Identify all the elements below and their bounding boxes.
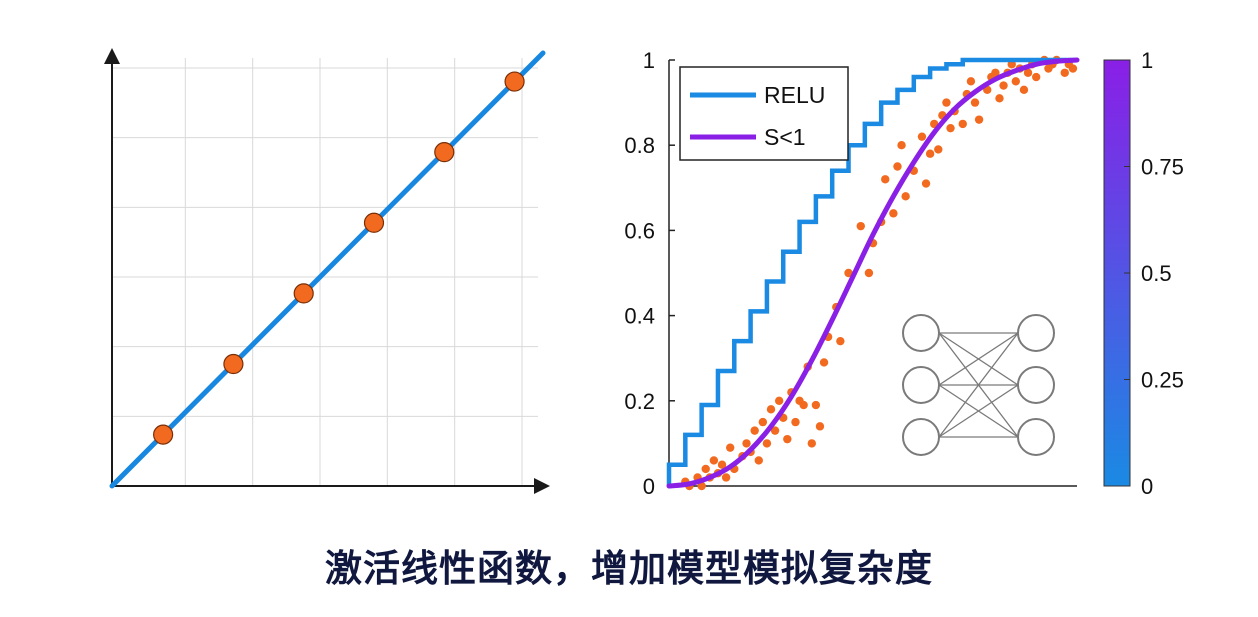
legend-label-sigmoid: S<1: [764, 124, 806, 150]
scatter-point: [762, 439, 772, 448]
scatter-point: [1011, 77, 1020, 86]
legend: RELU S<1: [679, 66, 849, 161]
scatter-point: [991, 68, 1000, 77]
y-tick-label: 0: [643, 474, 655, 499]
scatter-point: [770, 426, 780, 435]
network-input-node: [902, 418, 940, 456]
scatter-point: [925, 149, 935, 158]
colorbar: 0 0.25 0.5 0.75 1: [1103, 48, 1184, 499]
scatter-point: [966, 77, 976, 86]
network-output-node: [1017, 314, 1055, 352]
scatter-points: [681, 55, 1078, 491]
data-point: [223, 353, 244, 375]
scatter-point: [717, 460, 727, 469]
sigmoid-curve: [666, 57, 1080, 489]
scatter-point: [742, 439, 751, 448]
colorbar-tick-label: 0.5: [1141, 261, 1172, 286]
legend-label-relu: RELU: [764, 82, 825, 108]
scatter-point: [774, 396, 784, 405]
scatter-point: [697, 481, 706, 491]
scatter-point: [1068, 64, 1078, 73]
scatter-point: [970, 98, 980, 107]
scatter-point: [958, 119, 967, 129]
left-chart-grid: [112, 58, 538, 486]
scatter-point: [750, 426, 759, 435]
scatter-point: [807, 439, 816, 448]
legend-box: [679, 66, 849, 161]
caption: 激活线性函数，增加模型模拟复杂度: [325, 547, 933, 590]
scatter-point: [864, 268, 874, 278]
y-tick-label: 0.4: [624, 304, 655, 329]
scatter-point: [1032, 72, 1041, 82]
network-input-node: [902, 366, 940, 404]
y-tick-label: 0.6: [624, 218, 655, 243]
scatter-point: [901, 192, 910, 201]
scatter-point: [844, 268, 853, 278]
activation-chart: 0 0.2 0.4 0.6 0.8 1: [624, 48, 1183, 499]
colorbar-ticks: 0 0.25 0.5 0.75 1: [1124, 48, 1184, 499]
colorbar-tick-label: 0.25: [1141, 368, 1184, 393]
data-point: [363, 212, 385, 233]
data-point: [434, 142, 455, 163]
scatter-point: [999, 81, 1008, 90]
scatter-point: [995, 94, 1004, 103]
linear-points: [153, 71, 525, 445]
data-point: [153, 424, 174, 445]
scatter-point: [889, 209, 898, 218]
scatter-point: [709, 456, 719, 465]
scatter-point: [946, 123, 955, 133]
network-input-node: [902, 314, 940, 352]
colorbar-tick-label: 1: [1141, 48, 1153, 73]
neural-network-icon: [902, 314, 1055, 456]
scatter-point: [893, 162, 902, 171]
scatter-point: [758, 417, 768, 427]
scatter-point: [811, 400, 821, 410]
scatter-point: [1060, 68, 1069, 77]
linear-line: [109, 50, 546, 489]
scatter-point: [917, 132, 927, 141]
scatter-point: [897, 141, 906, 150]
scatter-point: [1019, 85, 1029, 95]
scatter-point: [799, 400, 808, 410]
colorbar-tick-label: 0: [1141, 474, 1153, 499]
y-tick-label: 0.8: [624, 133, 655, 158]
scatter-point: [836, 336, 845, 346]
scatter-point: [921, 179, 931, 188]
scatter-point: [942, 98, 951, 107]
scatter-point: [881, 175, 890, 184]
network-output-node: [1017, 418, 1055, 456]
scatter-point: [721, 473, 731, 482]
scatter-point: [766, 405, 776, 414]
linear-fit-line: [109, 50, 546, 489]
scatter-point: [815, 422, 825, 431]
activation-series: [666, 57, 1080, 489]
scatter-point: [754, 456, 763, 465]
data-point: [504, 71, 525, 92]
scatter-point: [934, 145, 943, 154]
scatter-point: [783, 434, 792, 444]
right-y-ticks: 0 0.2 0.4 0.6 0.8 1: [624, 48, 675, 499]
linear-chart: [104, 48, 550, 494]
y-tick-label: 0.2: [624, 389, 655, 414]
scatter-point: [726, 443, 735, 452]
relu-step-line: [666, 57, 1077, 486]
scatter-point: [791, 417, 800, 427]
scatter-point: [1023, 68, 1033, 77]
scatter-point: [974, 115, 984, 124]
scatter-point: [819, 358, 829, 367]
y-tick-label: 1: [643, 48, 655, 73]
scatter-point: [701, 464, 710, 474]
network-output-node: [1017, 366, 1055, 404]
colorbar-tick-label: 0.75: [1141, 155, 1184, 180]
scatter-point: [856, 221, 865, 231]
data-point: [293, 283, 314, 304]
